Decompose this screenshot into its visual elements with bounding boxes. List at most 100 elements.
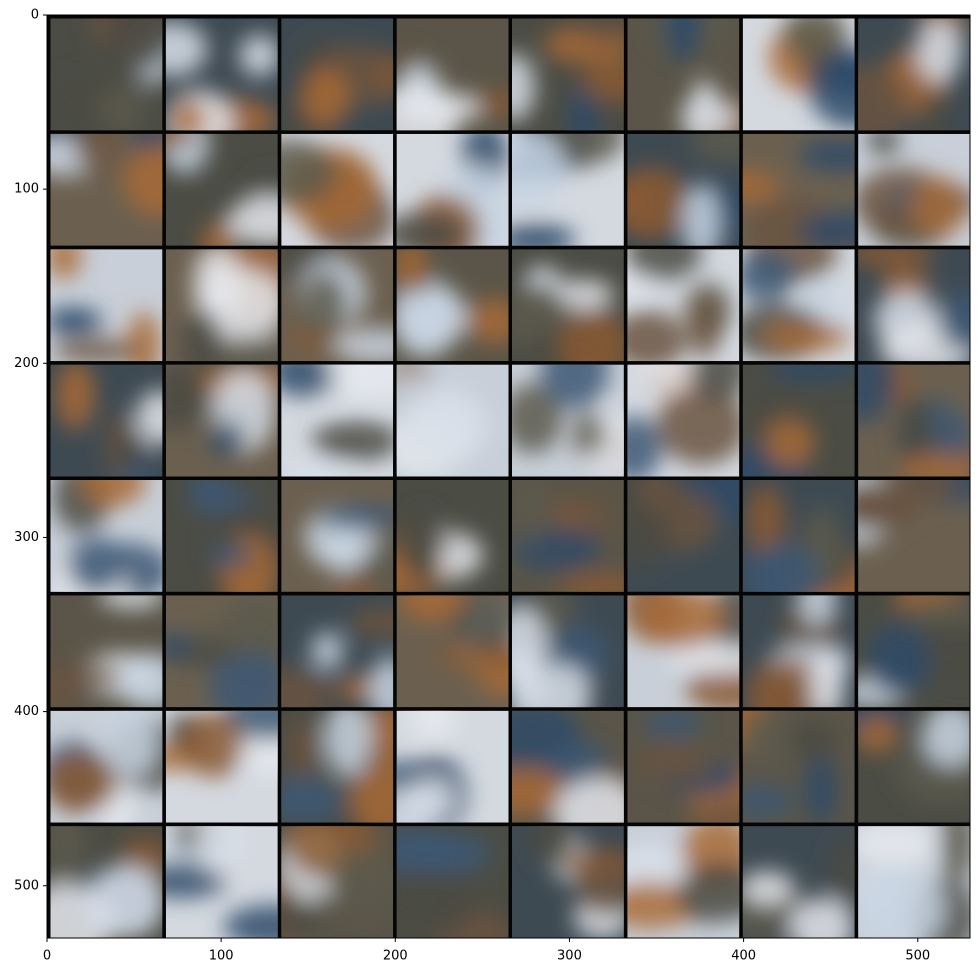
- tile-content: [627, 826, 740, 938]
- y-tick-label: 200: [14, 356, 39, 371]
- tile-blob: [239, 34, 278, 77]
- tile-blob: [798, 138, 855, 172]
- tile-blob: [444, 164, 503, 201]
- tile-content: [50, 133, 163, 246]
- image-tile: [742, 479, 855, 592]
- image-tile: [627, 133, 740, 246]
- image-tile: [396, 595, 509, 708]
- tile-content: [50, 826, 163, 938]
- tile-blobs: [858, 826, 970, 938]
- image: [47, 15, 970, 938]
- image-tile: [742, 826, 855, 938]
- tile-content: [50, 364, 163, 477]
- tile-blob: [921, 710, 970, 768]
- tile-blob: [286, 716, 321, 785]
- tile-blob: [80, 479, 147, 507]
- tile-blobs: [181, 249, 278, 362]
- tile-content: [50, 18, 163, 131]
- tile-blob: [281, 775, 346, 823]
- tile-blob: [224, 710, 278, 741]
- tile-blob: [761, 322, 851, 352]
- tile-content: [165, 826, 278, 938]
- tile-blob: [165, 633, 192, 660]
- tile-content: [511, 595, 624, 708]
- tile-blob: [742, 251, 796, 302]
- tile-blobs: [55, 364, 163, 477]
- tile-blob: [559, 307, 624, 362]
- tile-blob: [787, 720, 837, 760]
- tile-blob: [98, 595, 163, 609]
- tile-blobs: [511, 479, 624, 592]
- tile-blobs: [742, 364, 855, 477]
- tile-blobs: [858, 133, 970, 246]
- tile-blob: [880, 270, 931, 299]
- tile-content: [742, 479, 855, 592]
- tile-content: [742, 249, 855, 362]
- image-tile: [742, 133, 855, 246]
- tile-content: [742, 133, 855, 246]
- tile-content: [627, 18, 740, 131]
- image-tile: [627, 18, 740, 131]
- image-tile: [165, 479, 278, 592]
- tile-blobs: [627, 249, 732, 362]
- image-tile: [165, 595, 278, 708]
- tile-blob: [858, 364, 895, 423]
- tile-content: [627, 249, 740, 362]
- tile-blob: [514, 479, 548, 547]
- tile-blobs: [281, 710, 394, 823]
- tile-blob: [627, 310, 688, 362]
- tile-blobs: [165, 21, 278, 131]
- tile-blob: [858, 869, 945, 938]
- tile-blobs: [858, 249, 970, 362]
- tile-blob: [909, 177, 970, 235]
- image-tile: [165, 249, 278, 362]
- tile-blob: [641, 595, 724, 651]
- tile-blobs: [281, 249, 394, 362]
- tile-blobs: [627, 826, 740, 937]
- tile-blobs: [396, 508, 484, 592]
- tile-blobs: [396, 710, 467, 823]
- tile-blob: [511, 133, 567, 212]
- tile-blob: [745, 657, 824, 708]
- tile-blob: [396, 388, 488, 464]
- tile-blob: [195, 826, 244, 874]
- tile-content: [511, 826, 624, 938]
- image-tile: [511, 710, 624, 823]
- tile-blob: [656, 386, 740, 466]
- tile-blob: [903, 596, 970, 627]
- image-tile: [742, 249, 855, 362]
- tile-blob: [98, 86, 146, 131]
- tile-blob: [396, 860, 482, 935]
- tile-blobs: [511, 710, 624, 823]
- image-tile: [281, 710, 394, 823]
- tile-content: [165, 133, 278, 246]
- tile-blob: [52, 338, 139, 362]
- tile-content: [742, 595, 855, 708]
- tile-blob: [742, 389, 773, 431]
- tile-blob: [209, 421, 247, 456]
- tile-content: [281, 133, 394, 246]
- image-tile: [50, 249, 163, 362]
- tile-blob: [450, 600, 509, 650]
- tile-content: [627, 595, 740, 708]
- tile-blobs: [639, 710, 740, 823]
- tile-blobs: [858, 479, 970, 547]
- tile-blob: [639, 744, 715, 785]
- tile-blobs: [396, 249, 509, 359]
- tile-blobs: [511, 364, 624, 476]
- image-tile: [165, 364, 278, 477]
- tile-blob: [627, 166, 690, 240]
- tile-blob: [938, 290, 970, 353]
- tile-content: [627, 479, 740, 592]
- tile-blob: [643, 710, 704, 738]
- tile-content: [165, 479, 278, 592]
- tile-blob: [666, 645, 740, 674]
- tile-blob: [209, 648, 278, 708]
- tile-blob: [511, 766, 568, 817]
- tile-blob: [223, 904, 278, 938]
- tile-blob: [327, 364, 394, 401]
- image-tile: [858, 479, 970, 592]
- tile-blob: [511, 606, 548, 689]
- tile-blob: [165, 21, 208, 77]
